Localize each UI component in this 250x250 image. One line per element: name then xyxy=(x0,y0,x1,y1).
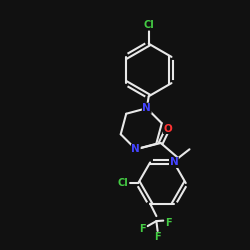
Text: N: N xyxy=(132,144,140,154)
Text: F: F xyxy=(154,232,161,242)
Text: Cl: Cl xyxy=(118,178,129,188)
Text: N: N xyxy=(170,158,178,168)
Text: F: F xyxy=(165,218,172,228)
Text: F: F xyxy=(139,224,146,234)
Text: Cl: Cl xyxy=(144,20,154,30)
Text: N: N xyxy=(142,103,151,113)
Text: O: O xyxy=(164,124,172,134)
